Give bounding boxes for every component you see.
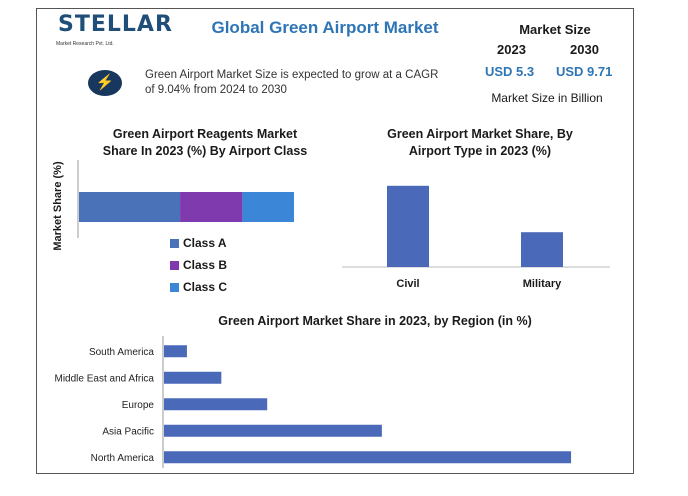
bar-north-america	[164, 451, 572, 464]
region-chart-title: Green Airport Market Share in 2023, by R…	[218, 314, 532, 328]
infographic-frame	[36, 8, 634, 474]
page-title: Global Green Airport Market	[211, 18, 439, 37]
bar-military	[521, 232, 563, 267]
bar-civil	[387, 185, 429, 267]
type-chart: Civil Military	[342, 185, 610, 290]
logo-tagline: Market Research Pvt. Ltd.	[56, 41, 114, 47]
legend-class-a: Class A	[170, 236, 227, 250]
class-chart-title: Green Airport Reagents Market Share In 2…	[102, 127, 308, 158]
year-end: 2030	[570, 42, 599, 57]
year-start: 2023	[497, 42, 526, 57]
legend-swatch-class-a	[170, 238, 179, 248]
logo-wordmark: STELLAR	[58, 12, 173, 37]
tick-label-civil: Civil	[396, 278, 419, 290]
bar-south-america	[164, 345, 187, 358]
tick-label-europe: Europe	[122, 400, 155, 411]
class-chart	[77, 160, 294, 238]
tick-label-middle-east-and-africa: Middle East and Africa	[55, 373, 155, 384]
legend-swatch-class-c	[170, 282, 179, 292]
legend-class-c: Class C	[170, 280, 227, 294]
type-chart-title: Green Airport Market Share, By Airport T…	[387, 127, 573, 158]
tick-label-north-america: North America	[91, 453, 155, 464]
value-start: USD 5.3	[485, 64, 535, 79]
unit-note: Market Size in Billion	[491, 91, 603, 105]
market-size-label: Market Size	[519, 22, 591, 37]
tick-label-military: Military	[523, 278, 562, 290]
bar-class-c	[242, 192, 294, 222]
bar-europe	[164, 398, 268, 411]
region-chart: South America Middle East and Africa Europ…	[55, 336, 572, 468]
legend-label-class-a: Class A	[183, 236, 227, 250]
legend-label-class-c: Class C	[183, 280, 228, 294]
legend-label-class-b: Class B	[183, 258, 228, 272]
value-end: USD 9.71	[556, 64, 613, 79]
legend-swatch-class-b	[170, 260, 179, 270]
lightning-icon: ⚡	[88, 70, 122, 96]
legend-class-b: Class B	[170, 258, 227, 272]
bar-asia-pacific	[164, 424, 382, 437]
tick-label-south-america: South America	[89, 347, 154, 358]
bar-middle-east-and-africa	[164, 371, 222, 384]
cagr-summary: Green Airport Market Size is expected to…	[145, 69, 439, 96]
bar-class-b	[180, 192, 243, 222]
tick-label-asia-pacific: Asia Pacific	[102, 426, 154, 437]
bar-class-a	[79, 192, 181, 222]
